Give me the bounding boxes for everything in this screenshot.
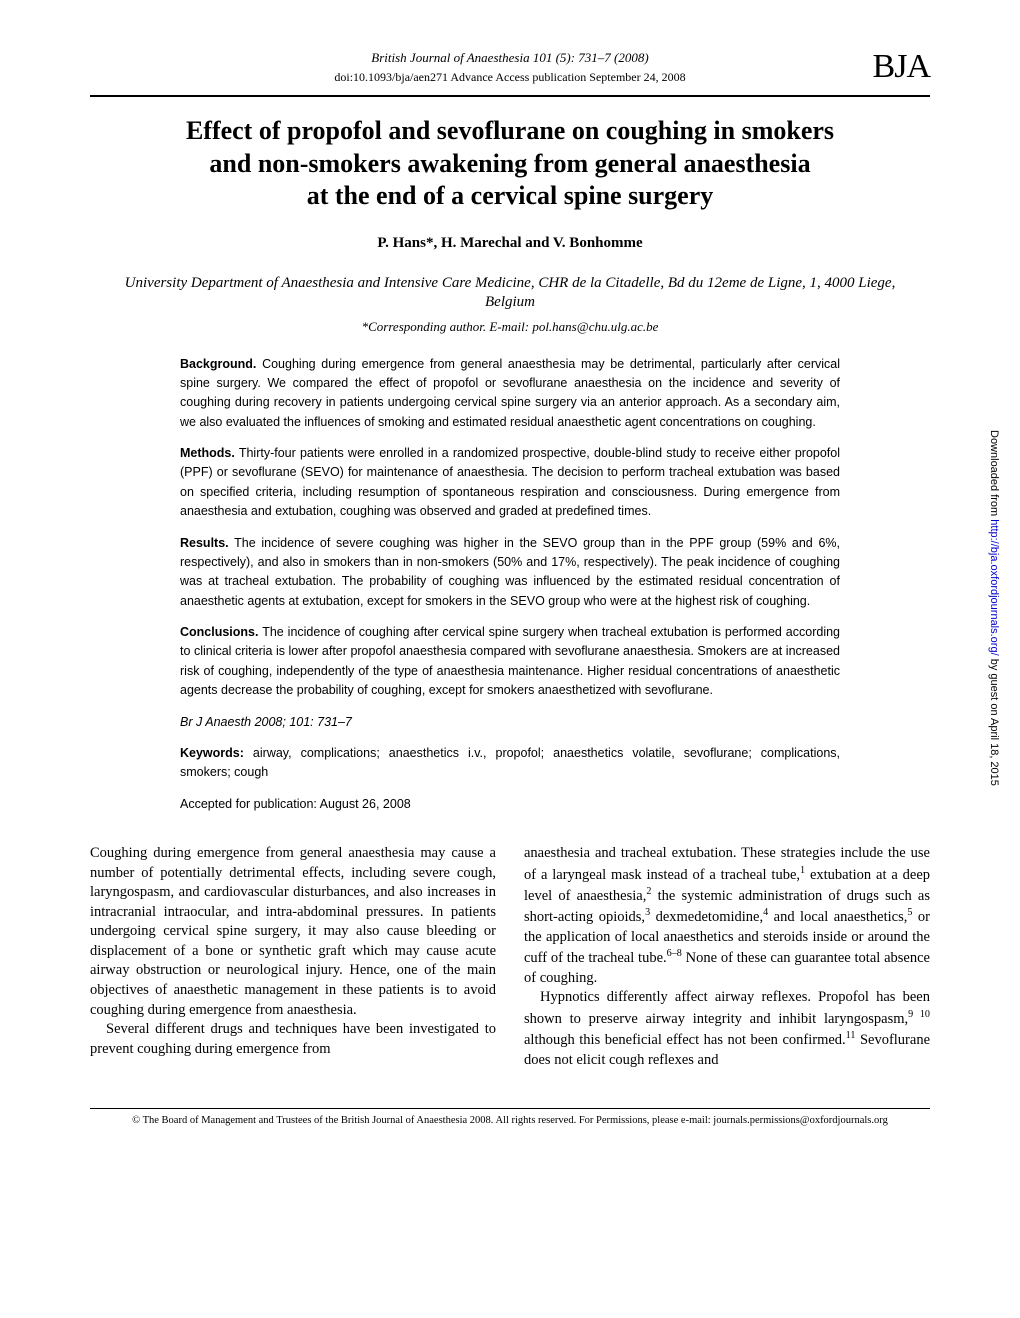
article-title: Effect of propofol and sevoflurane on co… — [110, 115, 910, 213]
abstract-methods: Methods. Thirty-four patients were enrol… — [180, 444, 840, 522]
body-para-1: Coughing during emergence from general a… — [90, 844, 496, 1020]
page: BJA British Journal of Anaesthesia 101 (… — [0, 0, 1020, 1156]
abstract-conclusions: Conclusions. The incidence of coughing a… — [180, 623, 840, 701]
download-note: Downloaded from http://bja.oxfordjournal… — [988, 430, 1000, 786]
corresponding-author: *Corresponding author. E-mail: pol.hans@… — [90, 319, 930, 335]
ref-6-8: 6–8 — [667, 948, 682, 959]
top-rule — [90, 95, 930, 97]
journal-header-line1: British Journal of Anaesthesia 101 (5): … — [90, 50, 930, 66]
abstract-background: Background. Coughing during emergence fr… — [180, 355, 840, 433]
copyright-footer: © The Board of Management and Trustees o… — [90, 1108, 930, 1126]
ref-11: 11 — [846, 1030, 856, 1041]
side-suffix: by guest on April 18, 2015 — [988, 656, 1000, 786]
abstract-results: Results. The incidence of severe coughin… — [180, 534, 840, 612]
side-prefix: Downloaded from — [988, 430, 1000, 519]
results-text: The incidence of severe coughing was hig… — [180, 536, 840, 608]
abstract-accepted: Accepted for publication: August 26, 200… — [180, 795, 840, 814]
title-line-3: at the end of a cervical spine surgery — [307, 181, 714, 210]
body-para-4: Hypnotics differently affect airway refl… — [524, 988, 930, 1070]
journal-header-line2: doi:10.1093/bja/aen271 Advance Access pu… — [90, 70, 930, 85]
title-line-2: and non-smokers awakening from general a… — [209, 149, 810, 178]
body-para-3: anaesthesia and tracheal extubation. The… — [524, 844, 930, 988]
ref-9-10: 9 10 — [908, 1009, 930, 1020]
background-label: Background. — [180, 357, 256, 371]
title-line-1: Effect of propofol and sevoflurane on co… — [186, 116, 834, 145]
body-para-2: Several different drugs and techniques h… — [90, 1020, 496, 1059]
results-label: Results. — [180, 536, 229, 550]
side-link[interactable]: http://bja.oxfordjournals.org/ — [988, 519, 1000, 655]
p3-e: and local anaesthetics, — [768, 909, 907, 925]
background-text: Coughing during emergence from general a… — [180, 357, 840, 429]
p3-d: dexmedetomidine, — [650, 909, 763, 925]
p4-a: Hypnotics differently affect airway refl… — [524, 989, 930, 1026]
keywords-label: Keywords: — [180, 746, 244, 760]
keywords-text: airway, complications; anaesthetics i.v.… — [180, 746, 840, 779]
abstract-citation: Br J Anaesth 2008; 101: 731–7 — [180, 713, 840, 732]
body-columns: Coughing during emergence from general a… — [90, 844, 930, 1070]
p4-b: although this beneficial effect has not … — [524, 1032, 846, 1048]
methods-text: Thirty-four patients were enrolled in a … — [180, 446, 840, 518]
conclusions-text: The incidence of coughing after cervical… — [180, 625, 840, 697]
column-right: anaesthesia and tracheal extubation. The… — [524, 844, 930, 1070]
methods-label: Methods. — [180, 446, 235, 460]
column-left: Coughing during emergence from general a… — [90, 844, 496, 1070]
abstract-block: Background. Coughing during emergence fr… — [180, 355, 840, 815]
conclusions-label: Conclusions. — [180, 625, 258, 639]
authors: P. Hans*, H. Marechal and V. Bonhomme — [90, 235, 930, 252]
affiliation: University Department of Anaesthesia and… — [120, 274, 900, 313]
abstract-keywords: Keywords: airway, complications; anaesth… — [180, 744, 840, 783]
